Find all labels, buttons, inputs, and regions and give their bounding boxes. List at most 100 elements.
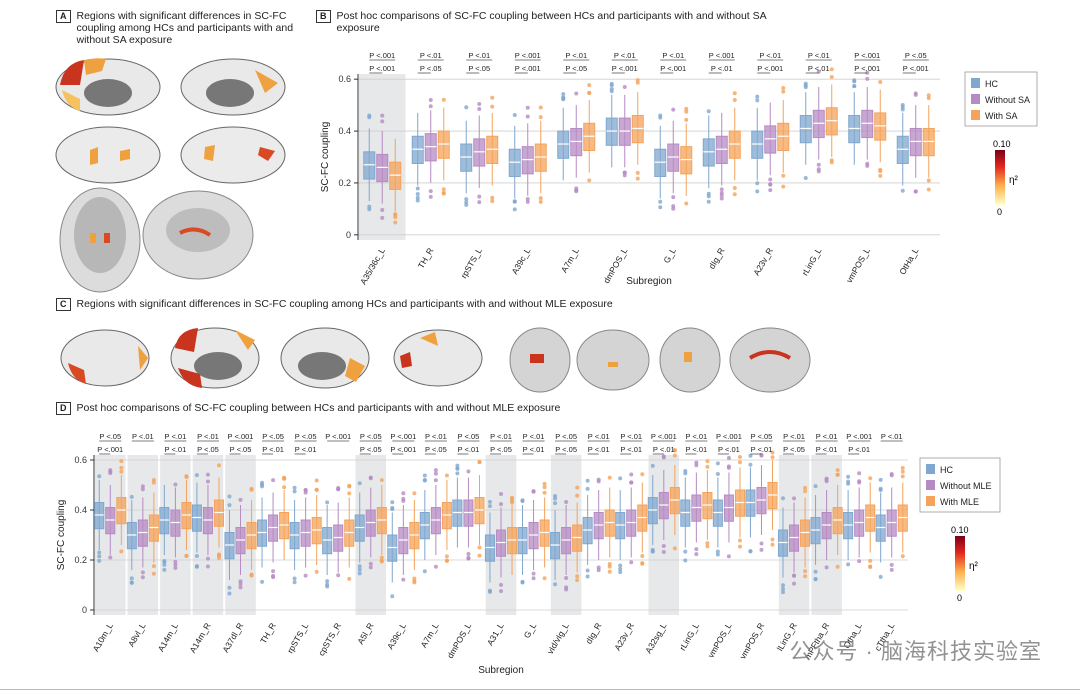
outlier-point bbox=[732, 192, 737, 197]
outlier-point bbox=[205, 564, 210, 569]
outlier-point bbox=[770, 542, 775, 547]
outlier-point bbox=[151, 480, 156, 485]
box bbox=[618, 117, 631, 146]
sig-label: P <.01 bbox=[620, 432, 642, 441]
outlier-point bbox=[520, 499, 525, 504]
outlier-point bbox=[194, 564, 199, 569]
sig-label: P <.01 bbox=[816, 445, 838, 454]
outlier-point bbox=[466, 469, 471, 474]
outlier-point bbox=[140, 484, 145, 489]
outlier-point bbox=[531, 576, 536, 581]
outlier-point bbox=[661, 544, 666, 549]
sig-label: P <.05 bbox=[360, 445, 382, 454]
outlier-point bbox=[672, 453, 677, 458]
sig-label: P <.001 bbox=[97, 445, 123, 454]
box bbox=[94, 502, 105, 530]
outlier-point bbox=[835, 564, 840, 569]
sig-label: P <.05 bbox=[458, 432, 480, 441]
outlier-point bbox=[538, 199, 543, 204]
outlier-point bbox=[238, 582, 243, 587]
outlier-point bbox=[173, 559, 178, 564]
outlier-point bbox=[433, 468, 438, 473]
outlier-point bbox=[694, 460, 699, 465]
outlier-point bbox=[379, 478, 384, 483]
box bbox=[354, 514, 365, 542]
outlier-point bbox=[553, 494, 558, 499]
outlier-point bbox=[755, 98, 760, 103]
outlier-point bbox=[715, 549, 720, 554]
box bbox=[333, 524, 344, 552]
outlier-point bbox=[671, 206, 676, 211]
outlier-point bbox=[585, 486, 590, 491]
box bbox=[909, 127, 922, 157]
box bbox=[344, 519, 355, 547]
outlier-point bbox=[140, 575, 145, 580]
outlier-point bbox=[792, 496, 797, 501]
outlier-point bbox=[162, 567, 167, 572]
outlier-point bbox=[622, 170, 627, 175]
box bbox=[799, 115, 812, 144]
outlier-point bbox=[671, 107, 676, 112]
brain-lateral-right bbox=[180, 58, 286, 116]
outlier-point bbox=[585, 574, 590, 579]
outlier-point bbox=[803, 485, 808, 490]
chart-mle-boxplot: 0 0.2 0.4 0.6 SC-FC coupling P <.05 P <.001 A10… bbox=[56, 432, 1001, 676]
x-tick-label: A7m_L bbox=[418, 621, 440, 650]
sig-label: P <.01 bbox=[614, 51, 636, 60]
box bbox=[521, 146, 534, 175]
colorbar-d: 0.10 0 η² bbox=[951, 525, 979, 603]
outlier-point bbox=[829, 158, 834, 163]
box bbox=[764, 125, 777, 154]
box bbox=[875, 514, 886, 542]
outlier-point bbox=[780, 590, 785, 595]
y-tick-label: 0 bbox=[82, 605, 87, 615]
box bbox=[300, 519, 311, 547]
outlier-point bbox=[428, 189, 433, 194]
outlier-point bbox=[499, 492, 503, 497]
outlier-point bbox=[813, 484, 818, 489]
x-tick-label: vmPOS_L bbox=[706, 621, 734, 660]
sig-label: P <.05 bbox=[555, 445, 577, 454]
box bbox=[398, 527, 409, 555]
bottom-rule bbox=[0, 689, 1080, 690]
y-axis-label: SC-FC coupling bbox=[320, 122, 331, 193]
outlier-point bbox=[575, 578, 580, 583]
box bbox=[474, 497, 485, 525]
x-tick-label: A8vl_L bbox=[126, 621, 148, 649]
outlier-point bbox=[194, 554, 199, 559]
box bbox=[647, 497, 658, 525]
outlier-point bbox=[835, 468, 840, 473]
outlier-point bbox=[846, 479, 851, 484]
box bbox=[615, 512, 626, 540]
outlier-point bbox=[380, 215, 385, 220]
outlier-point bbox=[531, 489, 536, 494]
outlier-point bbox=[748, 462, 753, 467]
outlier-point bbox=[415, 186, 420, 191]
outlier-point bbox=[913, 189, 918, 194]
box bbox=[376, 153, 389, 183]
outlier-point bbox=[889, 562, 894, 567]
brain-c-1 bbox=[60, 329, 150, 387]
chart-sa-boxplot: 0 0.2 0.4 0.6 SC-FC coupling P <.001 P <.001 A3… bbox=[320, 51, 1038, 287]
sig-label: P <.001 bbox=[651, 432, 677, 441]
outlier-point bbox=[900, 474, 905, 479]
box bbox=[322, 527, 333, 555]
box bbox=[897, 504, 908, 532]
legend-swatch bbox=[926, 480, 935, 490]
outlier-point bbox=[629, 560, 634, 565]
panel-c-label: C Regions with significant differences i… bbox=[56, 298, 696, 311]
x-tick-label: A35/36c_L bbox=[358, 246, 387, 286]
box bbox=[387, 534, 398, 562]
sig-label: P <.05 bbox=[751, 432, 773, 441]
box bbox=[181, 502, 192, 530]
outlier-point bbox=[129, 576, 134, 581]
brain-lateral-left bbox=[55, 58, 161, 116]
sig-label: P <.01 bbox=[783, 432, 805, 441]
x-tick-label: dIg_R bbox=[706, 246, 726, 271]
box bbox=[148, 514, 159, 542]
outlier-point bbox=[260, 484, 265, 489]
outlier-point bbox=[282, 476, 287, 481]
box bbox=[137, 519, 148, 547]
x-tick-label: rpSTS_L bbox=[285, 621, 311, 655]
outlier-point bbox=[781, 85, 786, 90]
